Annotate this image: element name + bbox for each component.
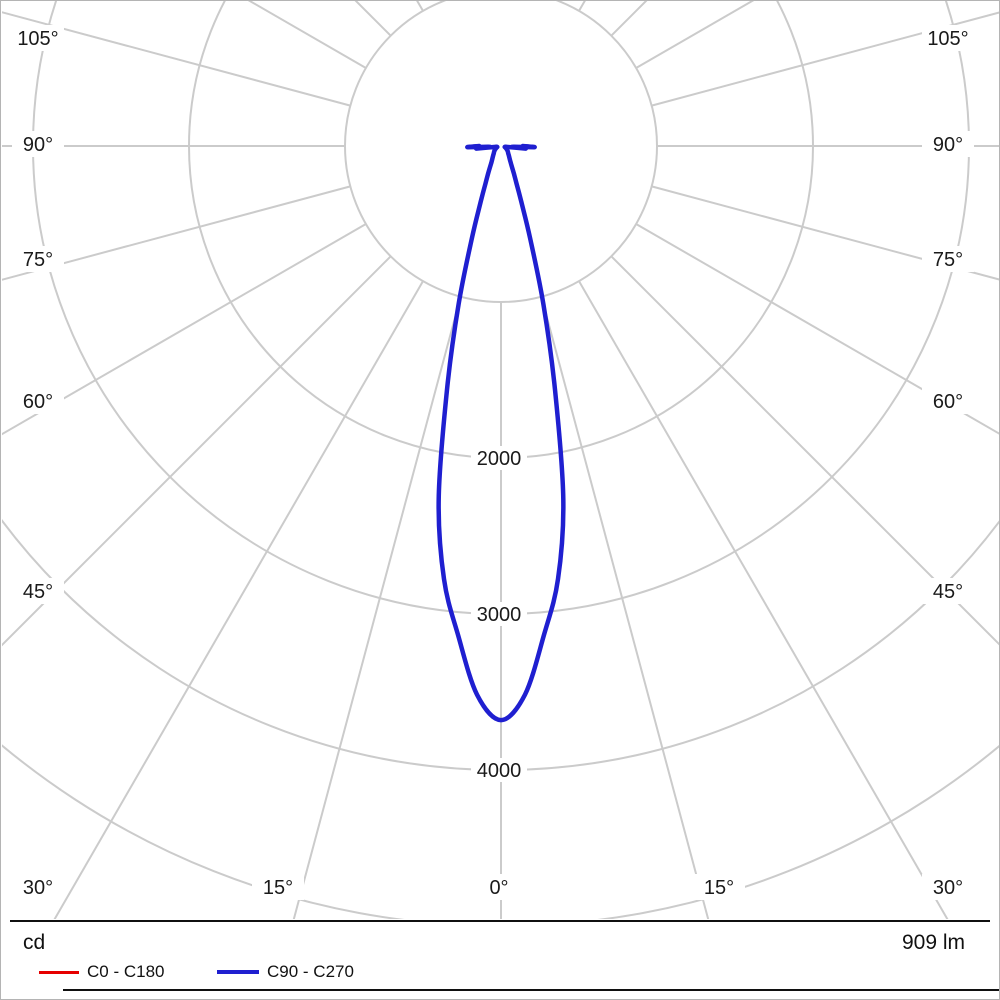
- angle-label-4: 45°: [23, 581, 53, 603]
- angle-label-11-bg: [922, 388, 974, 414]
- angle-label-9: 30°: [933, 877, 963, 899]
- angle-label-0-bg: [12, 25, 64, 51]
- c0-c180-legend-label: C0 - C180: [87, 962, 165, 981]
- angle-label-7: 0°: [489, 877, 508, 899]
- angle-label-9-bg: [922, 874, 974, 900]
- grid-ray-45: [610, 255, 999, 646]
- grid-ray-15: [292, 296, 462, 919]
- angle-label-5: 30°: [23, 877, 53, 899]
- angle-label-10-bg: [922, 578, 974, 604]
- ring-label-4000-bg: [471, 758, 527, 782]
- flux-label: 909 lm: [901, 931, 965, 954]
- grid-ray-105: [651, 11, 999, 107]
- polar-chart: 2000 3000 4000 105° 90° 75° 60° 45° 30° 15° 0° 15° 3…: [2, 1, 999, 919]
- angle-label-2-bg: [12, 246, 64, 272]
- separator-line: [10, 920, 990, 922]
- bottom-border-line: [63, 989, 999, 991]
- ring-label-3000-bg: [471, 602, 527, 626]
- angle-label-8: 15°: [704, 877, 734, 899]
- angle-label-1-bg: [12, 131, 64, 157]
- angle-label-12: 75°: [933, 249, 963, 271]
- grid-ray-30: [578, 280, 949, 919]
- angle-label-14-bg: [922, 25, 974, 51]
- angle-label-6-bg: [252, 874, 304, 900]
- angle-label-7-bg: [473, 874, 525, 900]
- grid-ray-45: [2, 255, 392, 647]
- grid-ray-105: [2, 11, 351, 107]
- ring-label-2000-bg: [471, 446, 527, 470]
- grid-ray-15: [540, 296, 710, 919]
- grid-ray-60: [2, 223, 367, 436]
- angle-label-4-bg: [12, 578, 64, 604]
- grid-ray-30: [53, 280, 424, 919]
- angle-label-5-bg: [12, 874, 64, 900]
- angle-label-12-bg: [922, 246, 974, 272]
- angle-label-6: 15°: [263, 877, 293, 899]
- ring-label-4000: 4000: [477, 760, 522, 782]
- angle-label-0: 105°: [17, 28, 58, 50]
- grid-ring-1000: [344, 1, 658, 303]
- angle-label-13-bg: [922, 131, 974, 157]
- c0-c180-legend-swatch: [39, 971, 79, 974]
- angle-label-1: 90°: [23, 134, 53, 156]
- angle-label-3-bg: [12, 388, 64, 414]
- ring-label-2000: 2000: [477, 448, 522, 470]
- angle-label-10: 45°: [933, 581, 963, 603]
- angle-label-8-bg: [693, 874, 745, 900]
- c90-c270-legend-label: C90 - C270: [267, 962, 354, 981]
- angle-label-2: 75°: [23, 249, 53, 271]
- unit-label: cd: [23, 931, 46, 954]
- grid-ray-60: [635, 223, 999, 435]
- curve-C90-C270: [436, 143, 566, 723]
- ring-label-3000: 3000: [477, 604, 522, 626]
- angle-label-13: 90°: [933, 134, 963, 156]
- grid-ray-75: [651, 185, 999, 281]
- c90-c270-legend-swatch: [217, 970, 259, 974]
- angle-label-3: 60°: [23, 391, 53, 413]
- angle-label-14: 105°: [927, 28, 968, 50]
- grid-ray-75: [2, 185, 351, 281]
- angle-label-11: 60°: [933, 391, 963, 413]
